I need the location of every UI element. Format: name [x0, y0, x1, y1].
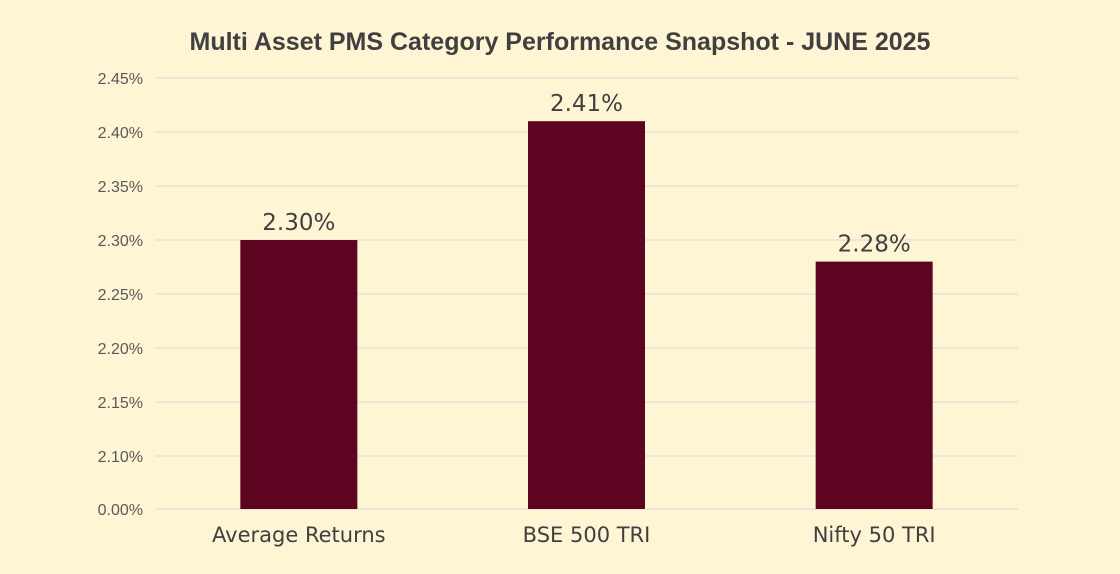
- x-axis-tick-labels: Average Returns BSE 500 TRI Nifty 50 TRI: [212, 523, 936, 547]
- bar: [815, 261, 933, 509]
- y-tick-label: 0.00%: [98, 502, 143, 519]
- x-tick-label: Average Returns: [212, 523, 386, 547]
- y-tick-label: 2.10%: [98, 449, 143, 466]
- y-tick-label: 2.40%: [98, 125, 143, 142]
- bar: [528, 121, 645, 509]
- y-tick-label: 2.35%: [98, 179, 143, 196]
- bars: [240, 121, 933, 509]
- x-tick-label: BSE 500 TRI: [523, 523, 651, 547]
- data-labels: 2.30% 2.41% 2.28%: [262, 91, 910, 257]
- y-tick-label: 2.15%: [98, 395, 143, 412]
- y-tick-label: 2.45%: [98, 71, 143, 88]
- y-tick-label: 2.25%: [98, 287, 143, 304]
- chart-title: Multi Asset PMS Category Performance Sna…: [190, 28, 931, 56]
- data-label: 2.41%: [550, 91, 623, 117]
- bar: [240, 240, 358, 509]
- x-tick-label: Nifty 50 TRI: [813, 523, 936, 547]
- data-label: 2.28%: [838, 232, 911, 258]
- data-label: 2.30%: [262, 210, 335, 236]
- y-tick-label: 2.20%: [98, 341, 143, 358]
- y-tick-label: 2.30%: [98, 233, 143, 250]
- y-axis-tick-labels: 0.00% 2.10% 2.15% 2.20% 2.25% 2.30% 2.35% 2.40%…: [98, 71, 143, 519]
